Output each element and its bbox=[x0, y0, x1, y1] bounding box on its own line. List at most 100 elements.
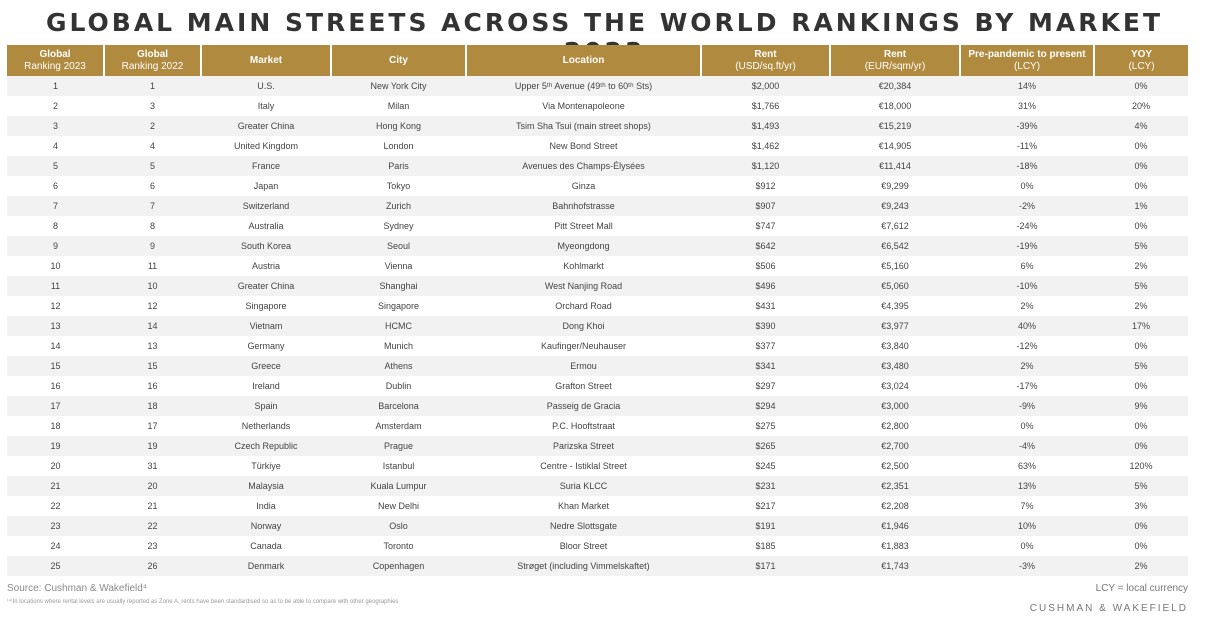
cell-rank-2023: 12 bbox=[7, 296, 104, 316]
column-header-label: Pre-pandemic to present bbox=[968, 48, 1086, 60]
cell-rank-2022: 10 bbox=[104, 276, 201, 296]
column-header-rank-2022: Global Ranking 2022 bbox=[103, 45, 201, 76]
cell-rank-2022: 16 bbox=[104, 376, 201, 396]
cell-location: Suria KLCC bbox=[466, 476, 701, 496]
cell-yoy: 9% bbox=[1094, 396, 1188, 416]
cell-rent-eur: €1,883 bbox=[830, 536, 960, 556]
cell-market: Greater China bbox=[201, 276, 331, 296]
cell-rank-2022: 19 bbox=[104, 436, 201, 456]
cell-rank-2023: 5 bbox=[7, 156, 104, 176]
rankings-table: Global Ranking 2023 Global Ranking 2022 Mark… bbox=[7, 45, 1188, 576]
cell-location: Nedre Slottsgate bbox=[466, 516, 701, 536]
cell-rank-2023: 14 bbox=[7, 336, 104, 356]
cell-location: Upper 5ᵗʰ Avenue (49ᵗʰ to 60ᵗʰ Sts) bbox=[466, 76, 701, 96]
cell-rank-2022: 31 bbox=[104, 456, 201, 476]
cell-pre-pandemic: 0% bbox=[960, 536, 1094, 556]
table-row: 21 20 Malaysia Kuala Lumpur Suria KLCC $231 €2… bbox=[7, 476, 1188, 496]
cell-rent-usd: $642 bbox=[701, 236, 830, 256]
cell-rank-2022: 14 bbox=[104, 316, 201, 336]
cell-rank-2023: 4 bbox=[7, 136, 104, 156]
column-header-rent-eur: Rent (EUR/sqm/yr) bbox=[829, 45, 960, 76]
cell-rent-eur: €7,612 bbox=[830, 216, 960, 236]
cell-rank-2022: 8 bbox=[104, 216, 201, 236]
cell-pre-pandemic: 13% bbox=[960, 476, 1094, 496]
cell-rent-usd: $747 bbox=[701, 216, 830, 236]
column-header-label: Global bbox=[136, 48, 169, 60]
cell-rent-eur: €3,840 bbox=[830, 336, 960, 356]
cell-location: Via Montenapoleone bbox=[466, 96, 701, 116]
cell-location: Grafton Street bbox=[466, 376, 701, 396]
cell-rank-2022: 5 bbox=[104, 156, 201, 176]
cell-market: United Kingdom bbox=[201, 136, 331, 156]
cell-market: Türkiye bbox=[201, 456, 331, 476]
table-row: 20 31 Türkiye Istanbul Centre - Istiklal Str… bbox=[7, 456, 1188, 476]
cell-rank-2022: 11 bbox=[104, 256, 201, 276]
cell-rank-2023: 25 bbox=[7, 556, 104, 576]
cell-pre-pandemic: -10% bbox=[960, 276, 1094, 296]
cell-rent-eur: €20,384 bbox=[830, 76, 960, 96]
cell-city: Toronto bbox=[331, 536, 466, 556]
cell-city: Dublin bbox=[331, 376, 466, 396]
cell-rank-2023: 8 bbox=[7, 216, 104, 236]
cell-rent-eur: €5,060 bbox=[830, 276, 960, 296]
cell-pre-pandemic: -39% bbox=[960, 116, 1094, 136]
cell-rent-eur: €6,542 bbox=[830, 236, 960, 256]
cell-yoy: 0% bbox=[1094, 156, 1188, 176]
cell-market: Vietnam bbox=[201, 316, 331, 336]
table-row: 17 18 Spain Barcelona Passeig de Gracia $294 €… bbox=[7, 396, 1188, 416]
cell-location: Orchard Road bbox=[466, 296, 701, 316]
cell-pre-pandemic: 14% bbox=[960, 76, 1094, 96]
cell-market: Italy bbox=[201, 96, 331, 116]
cell-rank-2023: 24 bbox=[7, 536, 104, 556]
brand-logo-text: CUSHMAN & WAKEFIELD bbox=[1029, 603, 1188, 614]
table-row: 25 26 Denmark Copenhagen Strøget (including … bbox=[7, 556, 1188, 576]
cell-pre-pandemic: 2% bbox=[960, 356, 1094, 376]
cell-market: Norway bbox=[201, 516, 331, 536]
cell-rank-2022: 13 bbox=[104, 336, 201, 356]
cell-pre-pandemic: -17% bbox=[960, 376, 1094, 396]
column-header-yoy: YOY (LCY) bbox=[1093, 45, 1188, 76]
cell-yoy: 0% bbox=[1094, 536, 1188, 556]
cell-market: Ireland bbox=[201, 376, 331, 396]
cell-pre-pandemic: 10% bbox=[960, 516, 1094, 536]
cell-yoy: 3% bbox=[1094, 496, 1188, 516]
cell-location: Dong Khoi bbox=[466, 316, 701, 336]
cell-pre-pandemic: -12% bbox=[960, 336, 1094, 356]
column-header-sublabel: Ranking 2022 bbox=[121, 60, 184, 72]
lcy-legend: LCY = local currency bbox=[1095, 583, 1188, 594]
cell-rent-eur: €15,219 bbox=[830, 116, 960, 136]
cell-pre-pandemic: -2% bbox=[960, 196, 1094, 216]
cell-pre-pandemic: 31% bbox=[960, 96, 1094, 116]
cell-city: Munich bbox=[331, 336, 466, 356]
cell-pre-pandemic: -18% bbox=[960, 156, 1094, 176]
cell-pre-pandemic: -24% bbox=[960, 216, 1094, 236]
cell-rank-2023: 9 bbox=[7, 236, 104, 256]
cell-market: India bbox=[201, 496, 331, 516]
table-row: 22 21 India New Delhi Khan Market $217 €2,208 7… bbox=[7, 496, 1188, 516]
column-header-city: City bbox=[330, 45, 466, 76]
cell-market: Canada bbox=[201, 536, 331, 556]
cell-location: Bahnhofstrasse bbox=[466, 196, 701, 216]
table-row: 3 2 Greater China Hong Kong Tsim Sha Tsui (m… bbox=[7, 116, 1188, 136]
cell-rank-2022: 17 bbox=[104, 416, 201, 436]
table-row: 4 4 United Kingdom London New Bond Street $1,… bbox=[7, 136, 1188, 156]
table-row: 16 16 Ireland Dublin Grafton Street $297 €3,02… bbox=[7, 376, 1188, 396]
cell-rank-2023: 6 bbox=[7, 176, 104, 196]
table-row: 10 11 Austria Vienna Kohlmarkt $506 €5,160 6% 2% bbox=[7, 256, 1188, 276]
cell-rent-usd: $912 bbox=[701, 176, 830, 196]
table-row: 18 17 Netherlands Amsterdam P.C. Hooftstraat… bbox=[7, 416, 1188, 436]
cell-market: South Korea bbox=[201, 236, 331, 256]
cell-rent-eur: €18,000 bbox=[830, 96, 960, 116]
cell-location: West Nanjing Road bbox=[466, 276, 701, 296]
cell-rent-eur: €9,299 bbox=[830, 176, 960, 196]
cell-yoy: 0% bbox=[1094, 76, 1188, 96]
cell-rank-2022: 6 bbox=[104, 176, 201, 196]
cell-location: Bloor Street bbox=[466, 536, 701, 556]
cell-rent-usd: $431 bbox=[701, 296, 830, 316]
cell-rank-2022: 4 bbox=[104, 136, 201, 156]
cell-rank-2022: 15 bbox=[104, 356, 201, 376]
cell-market: Switzerland bbox=[201, 196, 331, 216]
cell-city: New York City bbox=[331, 76, 466, 96]
cell-city: Barcelona bbox=[331, 396, 466, 416]
cell-city: Milan bbox=[331, 96, 466, 116]
